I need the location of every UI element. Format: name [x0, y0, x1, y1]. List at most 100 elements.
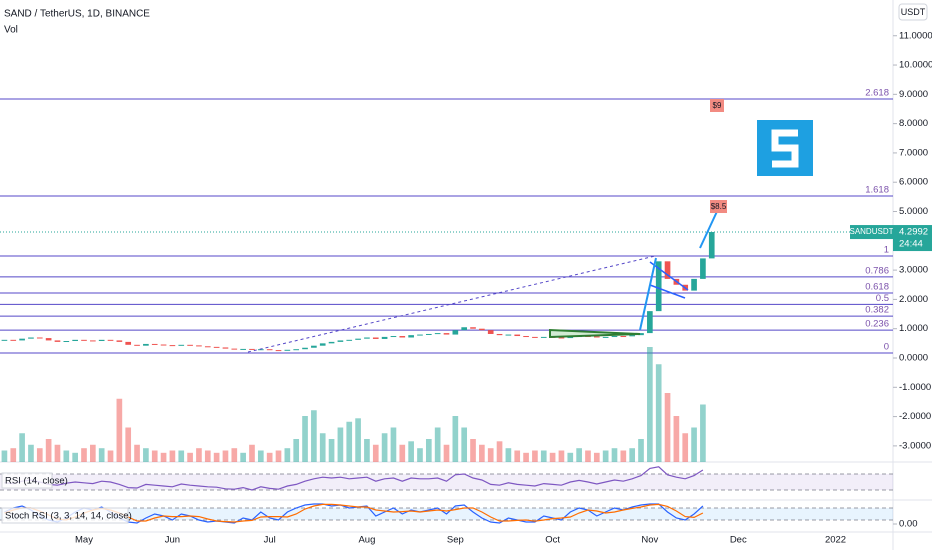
- volume-bar: [417, 448, 423, 462]
- volume-bar: [178, 450, 185, 462]
- candle: [425, 333, 432, 335]
- candle: [514, 334, 521, 337]
- volume-bar: [470, 439, 476, 462]
- x-tick-label: Oct: [545, 535, 560, 546]
- rsi-label[interactable]: RSI (14, close): [5, 476, 68, 487]
- candle: [355, 338, 361, 340]
- volume-bar: [461, 427, 468, 462]
- volume-bar: [364, 439, 370, 462]
- candle: [443, 333, 450, 335]
- candle: [655, 261, 662, 312]
- volume-bar: [372, 444, 379, 462]
- candle: [461, 327, 468, 331]
- candle: [390, 336, 397, 338]
- volume-bar: [443, 444, 450, 462]
- x-tick-label: Jul: [264, 535, 276, 546]
- volume-bar: [328, 439, 335, 462]
- volume-bar: [169, 450, 176, 462]
- volume-bar: [629, 448, 636, 462]
- volume-bar: [567, 452, 574, 462]
- volume-bar: [107, 450, 114, 462]
- candle: [116, 340, 123, 342]
- volume-bar: [134, 444, 140, 462]
- volume-bar: [355, 418, 361, 462]
- candle: [452, 330, 459, 335]
- candle: [311, 345, 317, 348]
- x-tick-label: Sep: [447, 535, 464, 546]
- y-tick-label: -3.0000: [899, 440, 931, 451]
- candle: [293, 349, 300, 351]
- candle: [125, 341, 132, 345]
- candle: [72, 339, 78, 342]
- candle: [567, 336, 574, 339]
- candle: [708, 232, 715, 259]
- volume-bar: [691, 427, 697, 462]
- y-tick-label: 10.0000: [899, 60, 932, 71]
- fib-label: 1.618: [865, 185, 889, 196]
- candle: [593, 336, 600, 338]
- candle: [302, 347, 308, 350]
- volume-bar: [90, 444, 96, 462]
- drawings: $9 $8.5: [247, 99, 813, 353]
- candle: [187, 344, 193, 346]
- candle: [602, 336, 609, 338]
- indicator-legend-box[interactable]: [1, 507, 129, 524]
- candle: [540, 336, 547, 338]
- volume-bar: [399, 444, 406, 462]
- candle: [275, 350, 282, 352]
- symbol-box: [850, 225, 893, 240]
- currency[interactable]: USDT: [901, 7, 926, 17]
- volume-bar: [275, 450, 282, 462]
- volume-bar: [479, 444, 485, 462]
- volume-bar: [266, 452, 273, 462]
- volume-bar: [611, 448, 618, 462]
- candle: [284, 349, 291, 351]
- candle: [10, 339, 17, 341]
- candle: [691, 278, 697, 291]
- volume-label: Vol: [4, 25, 18, 36]
- currency-button[interactable]: [898, 3, 928, 21]
- volume-bar: [116, 398, 123, 462]
- x-tick-label: Nov: [641, 535, 658, 546]
- volume-bar: [72, 452, 78, 462]
- fib-label: 0.618: [865, 281, 889, 292]
- candle: [434, 333, 441, 335]
- fib-label: 0.5: [876, 293, 889, 304]
- candle: [213, 346, 220, 348]
- candle: [19, 338, 25, 341]
- flag-line: [649, 261, 689, 291]
- header: SAND / TetherUS, 1D, BINANCE Vol USDT RS…: [1, 3, 928, 524]
- y-tick-label: 6.0000: [899, 177, 928, 188]
- volume-bar: [240, 452, 246, 462]
- volume-bar: [408, 441, 414, 462]
- candle: [470, 327, 476, 329]
- candle: [328, 341, 335, 344]
- y-tick-label: 9.0000: [899, 89, 928, 100]
- axis-labels: 11.000010.00009.00008.00007.00006.00005.…: [75, 30, 932, 546]
- candle: [160, 344, 167, 346]
- candle: [558, 337, 565, 339]
- volume-bar: [647, 347, 653, 462]
- candle: [496, 333, 503, 336]
- fib-label: 0.786: [865, 265, 889, 276]
- fib-label: 0.382: [865, 305, 889, 316]
- indicator-legend-box[interactable]: [1, 472, 53, 489]
- volume-bar: [558, 450, 565, 462]
- volume-bar: [196, 448, 202, 462]
- candle: [1, 339, 8, 341]
- stoch-rsi-label[interactable]: Stoch RSI (3, 3, 14, 14, close): [5, 511, 132, 522]
- candle: [372, 337, 379, 339]
- volume-bar: [19, 433, 25, 462]
- candle: [257, 349, 264, 351]
- y-tick-label: 3.0000: [899, 265, 928, 276]
- candle: [629, 335, 636, 337]
- volume-bar: [36, 448, 43, 462]
- volume-bar: [523, 452, 529, 462]
- candle: [346, 339, 353, 341]
- candle: [36, 337, 43, 339]
- y-tick-label: 7.0000: [899, 147, 928, 158]
- volume-bar: [257, 450, 264, 462]
- candle: [647, 311, 653, 334]
- volume-bar: [700, 404, 706, 462]
